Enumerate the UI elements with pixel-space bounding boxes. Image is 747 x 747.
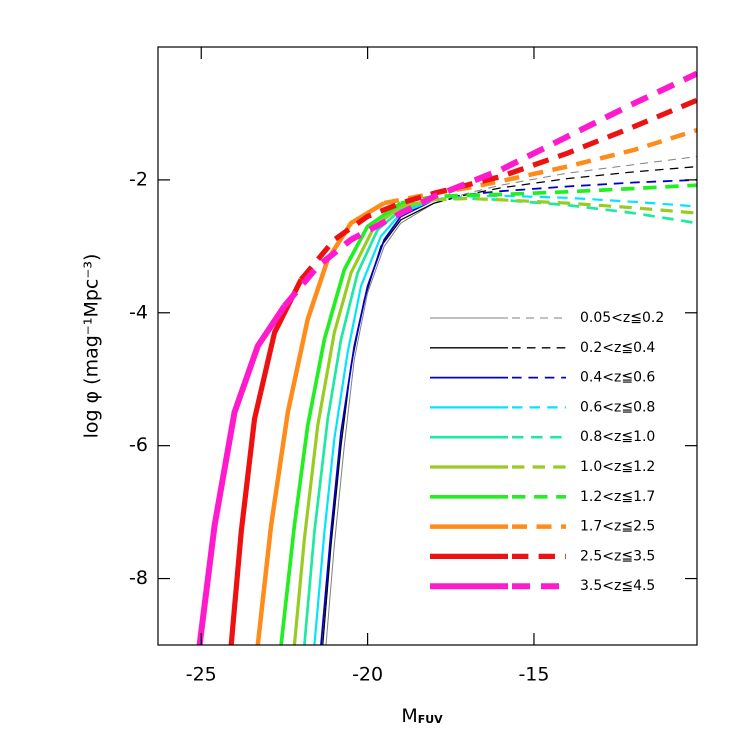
plot-frame <box>157 46 698 646</box>
curve-dashed <box>282 70 697 309</box>
curve-solid <box>279 201 402 645</box>
legend-label: 3.5<z≦4.5 <box>580 578 655 594</box>
curve-dashed <box>434 179 697 201</box>
curve-dashed <box>434 196 697 215</box>
legend-label: 0.2<z≦0.4 <box>580 340 655 356</box>
curve-dashed <box>434 194 697 208</box>
legend-label: 0.05<z≦0.2 <box>580 310 664 326</box>
legend-label: 0.4<z≦0.6 <box>580 370 655 386</box>
legend-label: 1.2<z≦1.7 <box>580 489 655 505</box>
curve-dashed <box>434 156 697 204</box>
curve-dashed <box>299 97 697 282</box>
curve-solid <box>292 198 435 645</box>
y-tick-label: -8 <box>129 567 148 589</box>
legend-label: 0.8<z≦1.0 <box>580 429 655 445</box>
curve-solid <box>255 201 386 645</box>
curve-solid <box>228 278 304 645</box>
curve-solid <box>196 304 287 645</box>
legend-label: 1.0<z≦1.2 <box>580 459 655 475</box>
curve-solid <box>325 202 435 645</box>
x-tick-label: -15 <box>518 664 549 686</box>
curve-dashed <box>434 165 697 204</box>
y-tick-label: -2 <box>129 168 148 190</box>
x-axis-label: MFUV <box>401 705 443 727</box>
legend-label: 2.5<z≦3.5 <box>580 548 655 564</box>
curves <box>196 70 697 645</box>
x-tick-label: -20 <box>352 664 383 686</box>
curve-solid <box>320 198 435 645</box>
legend-label: 0.6<z≦0.8 <box>580 399 655 415</box>
y-axis-label: log φ (mag⁻¹Mpc⁻³) <box>81 254 103 439</box>
legend-label: 1.7<z≦2.5 <box>580 519 655 535</box>
x-tick-label: -25 <box>186 664 217 686</box>
y-tick-label: -4 <box>129 301 148 323</box>
y-tick-label: -6 <box>129 434 148 456</box>
